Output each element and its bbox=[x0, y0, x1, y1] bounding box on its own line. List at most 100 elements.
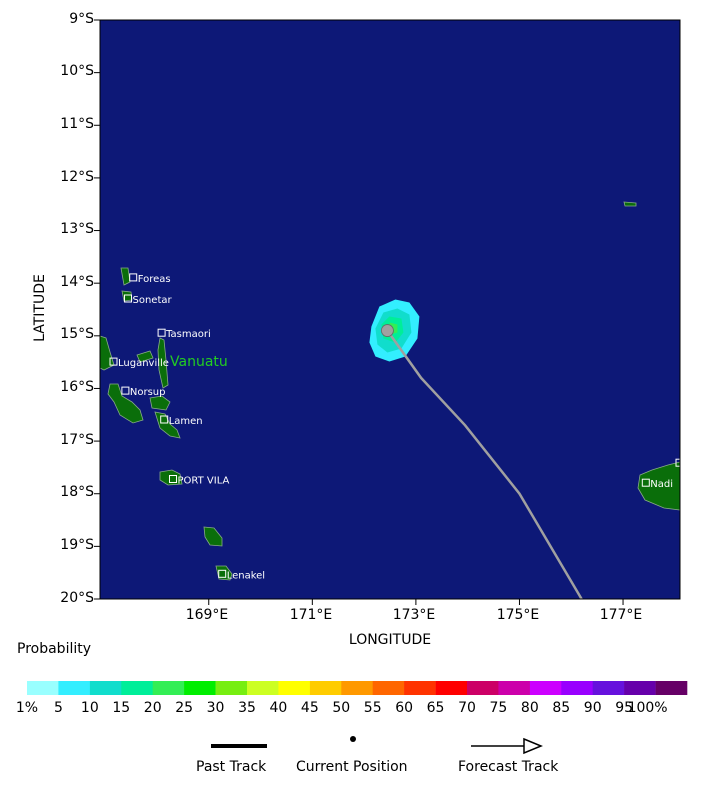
current-position-marker bbox=[381, 324, 394, 337]
colorbar-tick-label: 1% bbox=[15, 700, 39, 716]
colorbar-tick-label: 40 bbox=[269, 700, 288, 716]
city-label: Foreas bbox=[138, 274, 171, 285]
colorbar-swatch bbox=[341, 681, 373, 695]
colorbar-tick-label: 45 bbox=[300, 700, 319, 716]
colorbar-swatch bbox=[152, 681, 185, 695]
y-axis-label: LATITUDE bbox=[32, 274, 48, 342]
island-shape bbox=[623, 201, 637, 207]
colorbar-tick-label: 15 bbox=[112, 700, 131, 716]
city-label: Sonetar bbox=[133, 295, 173, 306]
city-marker-icon bbox=[218, 569, 227, 578]
island-shape bbox=[203, 526, 223, 547]
city-label: Lamen bbox=[169, 416, 203, 427]
lon-tick-label: 175°E bbox=[496, 607, 540, 623]
legend-current-position-label: Current Position bbox=[296, 759, 408, 775]
colorbar-tick-label: 90 bbox=[583, 700, 602, 716]
lat-tick-label: 9°S bbox=[69, 11, 94, 27]
colorbar-swatch bbox=[561, 681, 593, 695]
lat-tick-label: 12°S bbox=[60, 169, 94, 185]
colorbar-swatch bbox=[529, 681, 562, 695]
island-shape bbox=[157, 337, 169, 389]
colorbar-tick-label: 100% bbox=[627, 700, 668, 716]
lat-tick-label: 15°S bbox=[60, 326, 94, 342]
city-label: Norsup bbox=[130, 387, 166, 398]
colorbar-swatch bbox=[58, 681, 91, 695]
island-shape bbox=[136, 350, 154, 363]
island-shape bbox=[121, 290, 133, 302]
city-marker-icon bbox=[641, 478, 650, 487]
lon-tick-label: 177°E bbox=[599, 607, 643, 623]
colorbar-swatch bbox=[278, 681, 311, 695]
lat-tick-label: 14°S bbox=[60, 274, 94, 290]
island-shape bbox=[149, 395, 171, 411]
city-label: Tavua bbox=[683, 459, 713, 470]
legend-current-position-symbol bbox=[350, 736, 356, 742]
colorbar-swatch bbox=[309, 681, 342, 695]
lat-tick-label: 18°S bbox=[60, 484, 94, 500]
colorbar-swatch bbox=[467, 681, 499, 695]
lat-tick-label: 11°S bbox=[60, 116, 94, 132]
colorbar-tick-label: 85 bbox=[552, 700, 571, 716]
colorbar-swatch bbox=[184, 681, 216, 695]
colorbar-swatch bbox=[372, 681, 405, 695]
colorbar-tick-label: 55 bbox=[363, 700, 382, 716]
colorbar-swatch bbox=[592, 681, 625, 695]
colorbar-tick-label: 70 bbox=[458, 700, 476, 716]
colorbar-swatch bbox=[89, 681, 122, 695]
lon-tick-label: 169°E bbox=[185, 607, 229, 623]
city-label: Tasmaori bbox=[165, 329, 211, 340]
forecast-track-line bbox=[386, 329, 583, 600]
legend-past-track-label: Past Track bbox=[196, 759, 267, 775]
country-label: Vanuatu bbox=[170, 354, 228, 370]
colorbar-tick-label: 35 bbox=[238, 700, 256, 716]
city-marker-icon bbox=[109, 357, 118, 366]
lat-tick-label: 20°S bbox=[60, 590, 94, 606]
colorbar-tick-label: 60 bbox=[395, 700, 414, 716]
colorbar-tick-label: 25 bbox=[175, 700, 194, 716]
city-label: Lenakel bbox=[227, 570, 265, 581]
city-marker-icon bbox=[169, 475, 177, 483]
colorbar-tick-label: 50 bbox=[332, 700, 351, 716]
colorbar-tick-label: 5 bbox=[53, 700, 63, 716]
city-label: Luganville bbox=[118, 358, 169, 369]
colorbar-swatch bbox=[404, 681, 436, 695]
colorbar-swatch bbox=[624, 681, 656, 695]
colorbar-swatch bbox=[498, 681, 531, 695]
city-marker-icon bbox=[157, 328, 166, 337]
colorbar-swatch bbox=[247, 681, 279, 695]
colorbar-swatch bbox=[215, 681, 248, 695]
colorbar-tick-label: 65 bbox=[426, 700, 445, 716]
city-label: PORT VILA bbox=[178, 476, 230, 487]
city-marker-icon bbox=[124, 294, 132, 303]
lat-tick-label: 19°S bbox=[60, 537, 94, 553]
lon-tick-label: 173°E bbox=[392, 607, 436, 623]
city-marker-icon bbox=[121, 386, 130, 395]
colorbar-tick-label: 80 bbox=[520, 700, 539, 716]
city-marker-icon bbox=[129, 273, 138, 282]
colorbar-swatch bbox=[655, 681, 688, 695]
colorbar-swatch bbox=[435, 681, 468, 695]
colorbar-tick-label: 10 bbox=[80, 700, 99, 716]
lon-tick-label: 171°E bbox=[289, 607, 333, 623]
city-label: Nadi bbox=[650, 479, 673, 490]
lat-tick-label: 13°S bbox=[60, 221, 94, 237]
colorbar-tick-label: 75 bbox=[489, 700, 508, 716]
colorbar-tick-label: 95 bbox=[615, 700, 634, 716]
lat-tick-label: 16°S bbox=[60, 379, 94, 395]
island-shape bbox=[120, 267, 131, 286]
lat-tick-label: 10°S bbox=[60, 63, 94, 79]
colorbar-swatch bbox=[27, 681, 59, 695]
colorbar-tick-label: 20 bbox=[143, 700, 162, 716]
lat-tick-label: 17°S bbox=[60, 432, 94, 448]
legend-forecast-track-label: Forecast Track bbox=[458, 759, 559, 775]
colorbar-swatch bbox=[121, 681, 153, 695]
x-axis-label: LONGITUDE bbox=[348, 632, 432, 648]
legend-arrow-icon bbox=[523, 737, 543, 755]
colorbar-tick-label: 30 bbox=[206, 700, 225, 716]
plot-frame bbox=[99, 19, 681, 600]
city-marker-icon bbox=[160, 415, 169, 424]
colorbar-title: Probability bbox=[17, 641, 92, 657]
island-shape bbox=[107, 383, 144, 424]
